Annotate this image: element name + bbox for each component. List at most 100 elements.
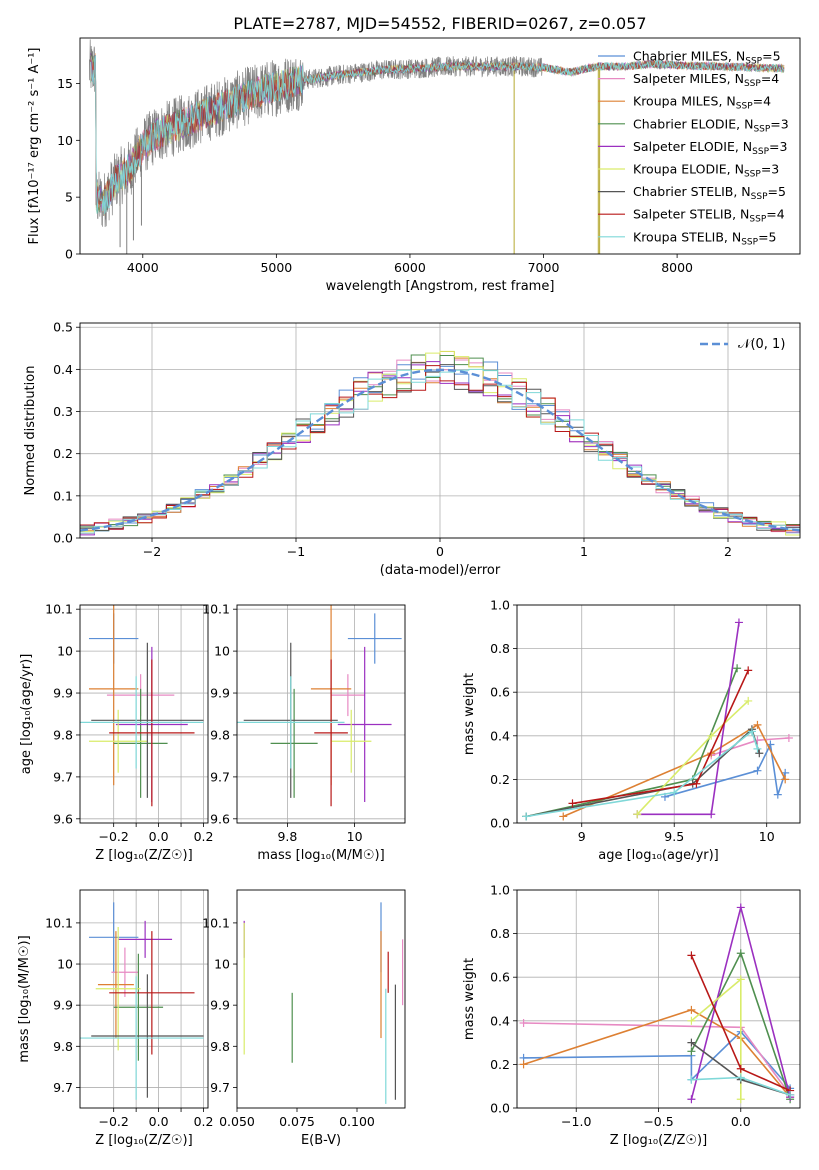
x-tick-label: −1.0 bbox=[561, 1114, 591, 1129]
y-tick-label: 5 bbox=[65, 190, 73, 205]
series-marker bbox=[519, 1060, 528, 1069]
y-tick-label: 0.4 bbox=[490, 1013, 510, 1028]
y-tick-label: 0.0 bbox=[490, 1101, 510, 1116]
series-kroupa-miles bbox=[519, 1005, 795, 1102]
y-axis-label: mass weight bbox=[462, 958, 477, 1040]
x-tick-label: 10 bbox=[347, 829, 363, 844]
series-line bbox=[636, 700, 749, 815]
legend-entry-kroupa-miles: Kroupa MILES, NSSP=4 bbox=[633, 94, 771, 112]
y-tick-label: 9.6 bbox=[210, 811, 230, 826]
y-tick-label: 10.1 bbox=[45, 602, 73, 617]
series-marker bbox=[687, 1047, 696, 1056]
y-tick-label: 0.2 bbox=[490, 1057, 510, 1072]
x-axis-label: age [log₁₀(age/yr)] bbox=[598, 848, 719, 863]
errorbar-kroupa-miles bbox=[88, 605, 139, 786]
x-tick-label: 8000 bbox=[661, 260, 693, 275]
plot-area bbox=[80, 605, 204, 807]
series-salpeter-miles bbox=[519, 1018, 795, 1099]
plot-area bbox=[237, 605, 402, 807]
y-axis-label: Normed distribution bbox=[23, 366, 38, 496]
y-tick-label: 9.9 bbox=[53, 686, 73, 701]
panel-5: 9 9.5 10 0.0 0.2 0.4 0.6 0.8 1.0 age [log₁₀(age/y… bbox=[462, 598, 801, 863]
errorbar-kroupa-stelib bbox=[237, 676, 345, 769]
axes-frame bbox=[236, 889, 406, 1109]
y-tick-label: 0.5 bbox=[53, 320, 73, 335]
legend-entry-kroupa-elodie: Kroupa ELODIE, NSSP=3 bbox=[633, 162, 779, 180]
y-tick-label: 10 bbox=[57, 133, 73, 148]
legend-entry-chabrier-miles: Chabrier MILES, NSSP=5 bbox=[633, 49, 781, 67]
panel-1: 4000 5000 6000 7000 8000 0 5 10 15 wavelength [An… bbox=[27, 37, 801, 294]
errorbar-chabrier-stelib bbox=[91, 974, 204, 1098]
series-marker bbox=[736, 1073, 745, 1082]
x-tick-label: 0.0 bbox=[149, 829, 169, 844]
y-tick-label: 9.7 bbox=[210, 1080, 230, 1095]
y-tick-label: 9.9 bbox=[53, 998, 73, 1013]
series-marker bbox=[747, 727, 756, 736]
series-line bbox=[523, 1009, 791, 1098]
errorbar-chabrier-elodie bbox=[113, 688, 168, 798]
y-tick-label: 10 bbox=[57, 957, 73, 972]
y-tick-label: 0.2 bbox=[53, 446, 73, 461]
panel-7: 0.050 0.075 0.100 9.7 9.8 9.9 10 10.1 E(B-V) bbox=[202, 889, 406, 1148]
normal-curve bbox=[80, 368, 800, 532]
y-tick-label: 0.0 bbox=[53, 531, 73, 546]
axes-frame bbox=[236, 604, 406, 824]
series-marker bbox=[707, 810, 716, 819]
x-tick-label: 0.050 bbox=[219, 1114, 255, 1129]
series-marker bbox=[687, 1095, 696, 1104]
plot-area bbox=[89, 39, 785, 254]
y-tick-label: 9.6 bbox=[53, 811, 73, 826]
y-tick-label: 9.9 bbox=[210, 686, 230, 701]
y-tick-label: 1.0 bbox=[490, 883, 510, 898]
x-tick-label: 1 bbox=[580, 544, 588, 559]
series-marker bbox=[707, 731, 716, 740]
series-marker bbox=[633, 810, 642, 819]
panel-8: −1.0 −0.5 0.0 0.0 0.2 0.4 0.6 0.8 1.0 Z [log₁₀(Z/… bbox=[462, 883, 801, 1148]
x-tick-label: 5000 bbox=[260, 260, 292, 275]
x-tick-label: −0.2 bbox=[99, 1114, 129, 1129]
x-tick-label: −0.5 bbox=[643, 1114, 673, 1129]
series-marker bbox=[736, 903, 745, 912]
errorbar-kroupa-stelib bbox=[80, 676, 204, 769]
y-tick-label: 0.6 bbox=[490, 970, 510, 985]
series-marker bbox=[687, 951, 696, 960]
y-tick-label: 10 bbox=[57, 644, 73, 659]
y-axis-label: age [log₁₀(age/yr)] bbox=[19, 654, 34, 775]
x-axis-label: mass [log₁₀(M/M☉)] bbox=[257, 848, 384, 863]
series-marker bbox=[687, 1016, 696, 1025]
legend-entry-salpeter-elodie: Salpeter ELODIE, NSSP=3 bbox=[633, 139, 787, 157]
y-tick-label: 9.7 bbox=[53, 769, 73, 784]
x-tick-label: 0.0 bbox=[149, 1114, 169, 1129]
y-tick-label: 0.8 bbox=[490, 926, 510, 941]
series-marker bbox=[736, 975, 745, 984]
series-marker bbox=[670, 788, 679, 797]
series-kroupa-stelib bbox=[522, 727, 762, 821]
y-tick-label: 0.0 bbox=[490, 816, 510, 831]
series-marker bbox=[692, 779, 701, 788]
legend-entry-chabrier-stelib: Chabrier STELIB, NSSP=5 bbox=[633, 184, 786, 202]
panel-2: −2 −1 0 1 2 0.0 0.1 0.2 0.3 0.4 0.5 (data-model)/er… bbox=[23, 320, 801, 578]
legend-entry-kroupa-stelib: Kroupa STELIB, NSSP=5 bbox=[633, 229, 777, 247]
legend-entry-chabrier-elodie: Chabrier ELODIE, NSSP=3 bbox=[633, 116, 789, 134]
errorbar-kroupa-elodie bbox=[88, 709, 148, 773]
x-tick-label: 9.8 bbox=[277, 829, 297, 844]
x-tick-label: 4000 bbox=[127, 260, 159, 275]
x-tick-label: −0.2 bbox=[99, 829, 129, 844]
legend-entry-salpeter-miles: Salpeter MILES, NSSP=4 bbox=[633, 71, 779, 89]
series-kroupa-stelib bbox=[687, 1073, 795, 1099]
errorbar-salpeter-elodie bbox=[337, 646, 392, 803]
series-chabrier-elodie bbox=[522, 664, 742, 821]
errorbar-salpeter-stelib bbox=[314, 659, 348, 807]
y-tick-label: 0.8 bbox=[490, 641, 510, 656]
y-tick-label: 10.1 bbox=[202, 602, 230, 617]
y-tick-label: 0.1 bbox=[53, 488, 73, 503]
y-tick-label: 0 bbox=[65, 247, 73, 262]
panel-4: 9.8 10 9.6 9.7 9.8 9.9 10 10.1 mass [log₁₀(M/M☉)… bbox=[202, 602, 406, 863]
series-line bbox=[523, 1022, 791, 1096]
series-marker bbox=[744, 666, 753, 675]
errorbar-salpeter-stelib bbox=[109, 659, 195, 807]
series-marker bbox=[755, 749, 764, 758]
series-marker bbox=[773, 790, 782, 799]
errorbar-chabrier-miles bbox=[88, 902, 139, 973]
errorbar-chabrier-stelib bbox=[91, 642, 204, 798]
